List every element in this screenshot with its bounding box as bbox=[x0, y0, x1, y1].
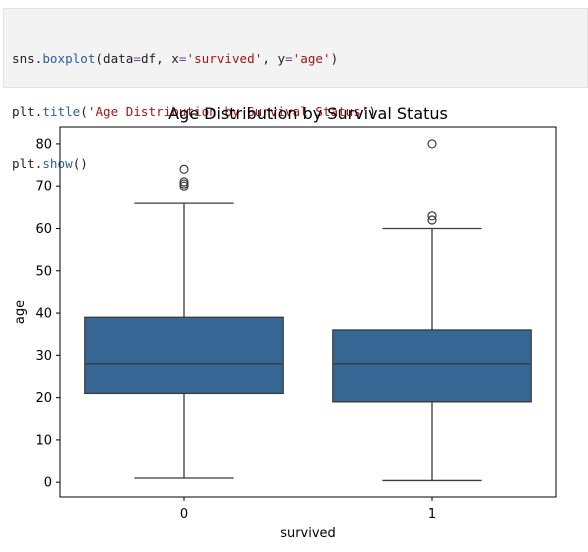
code-token: ) bbox=[368, 103, 376, 119]
box-group bbox=[84, 164, 284, 479]
code-token: . bbox=[34, 51, 43, 66]
code-token: sns bbox=[12, 51, 35, 66]
code-cell[interactable]: sns.boxplot(data=df, x='survived', y='ag… bbox=[3, 8, 588, 171]
code-token: ) bbox=[330, 51, 339, 66]
y-tick-label: 50 bbox=[35, 264, 52, 279]
x-tick-label: 0 bbox=[180, 507, 188, 522]
code-token: plt bbox=[12, 103, 35, 119]
plot-frame bbox=[59, 126, 557, 498]
code-line-2: plt.title('Age Distribution by Survival … bbox=[12, 103, 376, 121]
code-function: show bbox=[42, 156, 73, 171]
code-token: . bbox=[34, 156, 43, 171]
code-token: x bbox=[171, 51, 179, 66]
iqr-box bbox=[84, 316, 284, 395]
y-tick-label: 10 bbox=[35, 433, 52, 448]
code-function: boxplot bbox=[42, 51, 96, 66]
outlier-point bbox=[179, 164, 189, 174]
code-line-3: plt.show() bbox=[12, 155, 376, 173]
code-token: data bbox=[103, 51, 134, 66]
code-operator: = bbox=[133, 51, 141, 66]
code-token: y bbox=[277, 51, 286, 66]
code-token: ( bbox=[80, 103, 88, 119]
code-operator: = bbox=[285, 51, 293, 66]
code-token: , bbox=[156, 51, 172, 66]
y-axis-ticks: 0 10 20 30 40 50 60 70 80 bbox=[35, 137, 60, 491]
iqr-box bbox=[332, 329, 532, 403]
outlier-point bbox=[427, 215, 437, 225]
code-token: . bbox=[34, 103, 43, 119]
code-string: 'age' bbox=[292, 51, 331, 66]
code-lines: sns.boxplot(data=df, x='survived', y='ag… bbox=[12, 15, 376, 208]
chart-title: Age Distribution by Survival Status bbox=[168, 104, 448, 123]
y-tick-label: 70 bbox=[35, 180, 52, 195]
code-token: () bbox=[72, 156, 88, 171]
y-tick-label: 20 bbox=[35, 391, 52, 406]
code-string: 'survived' bbox=[186, 51, 263, 66]
box-series bbox=[84, 139, 532, 482]
x-tick-label: 1 bbox=[428, 507, 436, 522]
y-tick-label: 40 bbox=[35, 307, 52, 322]
y-axis-label: age bbox=[13, 300, 28, 324]
code-string: 'Age Distribution by Survival Status' bbox=[87, 103, 369, 119]
outlier-point bbox=[427, 139, 437, 149]
x-axis-label: survived bbox=[280, 526, 336, 541]
code-token: , bbox=[262, 51, 278, 66]
code-operator: = bbox=[178, 51, 187, 66]
code-line-1: sns.boxplot(data=df, x='survived', y='ag… bbox=[12, 50, 376, 68]
outlier-point bbox=[427, 211, 437, 221]
y-tick-label: 30 bbox=[35, 349, 52, 364]
y-tick-label: 80 bbox=[35, 137, 52, 152]
y-tick-label: 0 bbox=[44, 476, 52, 491]
code-function: title bbox=[42, 103, 81, 119]
outlier-point bbox=[179, 177, 189, 187]
code-token: plt bbox=[12, 156, 35, 171]
y-tick-label: 60 bbox=[35, 222, 52, 237]
code-token: df bbox=[140, 51, 157, 66]
code-token: ( bbox=[95, 51, 104, 66]
box-group bbox=[332, 139, 532, 482]
